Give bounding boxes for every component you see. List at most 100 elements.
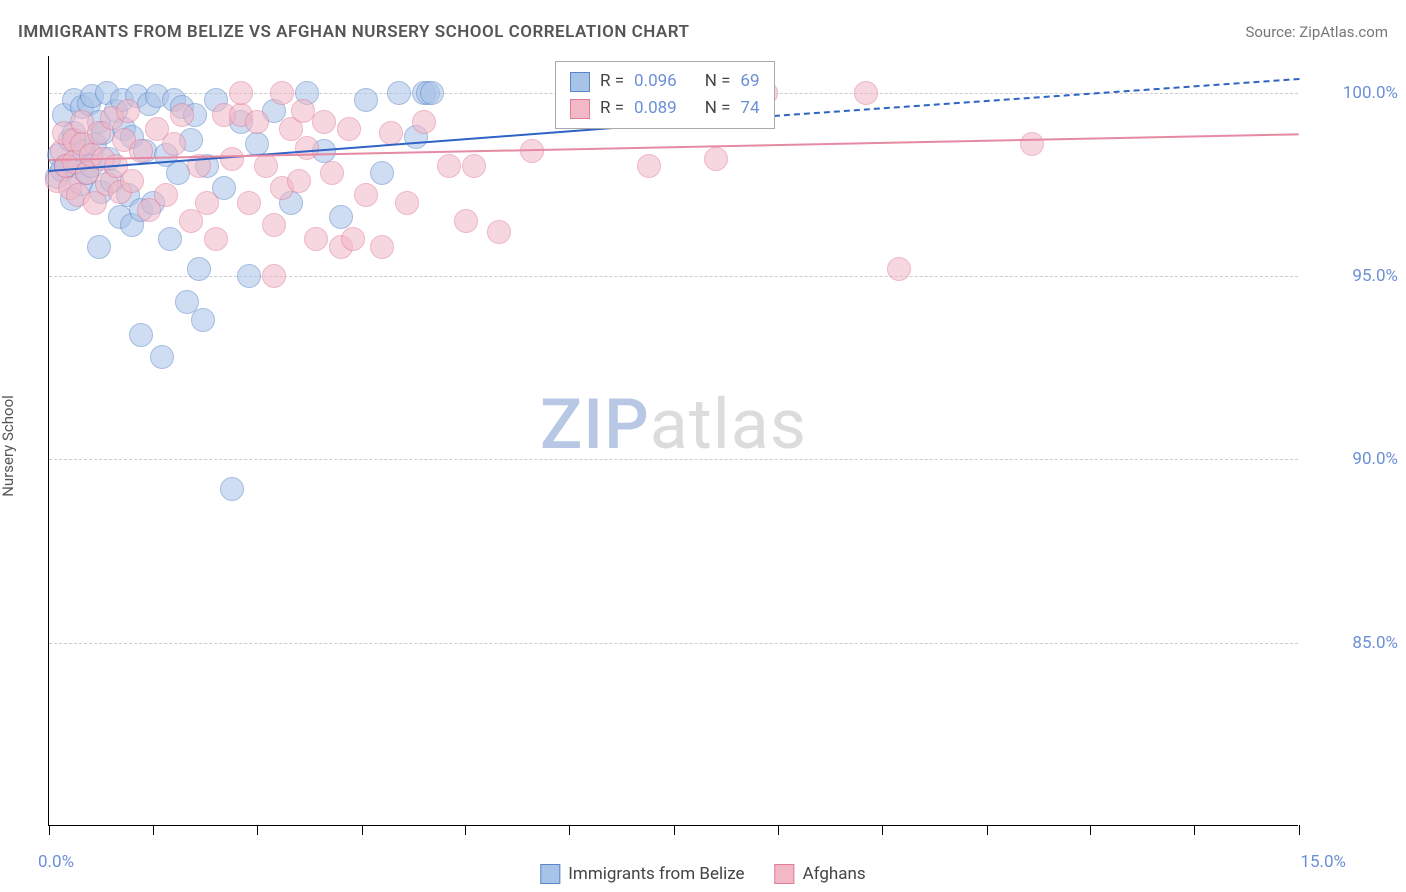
data-point <box>245 110 269 134</box>
data-point <box>437 154 461 178</box>
bottom-legend-item: Immigrants from Belize <box>540 864 744 884</box>
data-point <box>158 227 182 251</box>
data-point <box>245 132 269 156</box>
x-tick <box>257 825 258 835</box>
legend-swatch <box>570 99 590 119</box>
data-point <box>129 139 153 163</box>
x-tick <box>1299 825 1300 835</box>
data-point <box>854 81 878 105</box>
data-point <box>87 235 111 259</box>
stats-legend: R = 0.096 N = 69 R = 0.089 N = 74 <box>555 61 775 129</box>
legend-n-value: 69 <box>740 68 759 95</box>
x-tick <box>153 825 154 835</box>
data-point <box>191 308 215 332</box>
data-point <box>237 191 261 215</box>
legend-swatch <box>570 72 590 92</box>
data-point <box>337 117 361 141</box>
y-tick-label: 90.0% <box>1308 449 1398 469</box>
data-point <box>420 81 444 105</box>
legend-r-label: R = <box>600 68 624 95</box>
data-point <box>304 227 328 251</box>
legend-swatch <box>775 864 795 884</box>
x-axis-end-label: 15.0% <box>1300 852 1346 872</box>
data-point <box>520 139 544 163</box>
data-point <box>254 154 278 178</box>
bottom-legend-item: Afghans <box>775 864 866 884</box>
data-point <box>170 103 194 127</box>
grid-line <box>49 459 1298 460</box>
x-tick <box>49 825 50 835</box>
x-tick <box>569 825 570 835</box>
legend-r-label: R = <box>600 95 624 122</box>
data-point <box>395 191 419 215</box>
data-point <box>412 110 436 134</box>
data-point <box>341 227 365 251</box>
legend-row: R = 0.089 N = 74 <box>570 95 760 122</box>
x-tick <box>465 825 466 835</box>
bottom-legend-label: Afghans <box>803 864 866 884</box>
legend-row: R = 0.096 N = 69 <box>570 68 760 95</box>
x-axis-start-label: 0.0% <box>38 852 74 872</box>
data-point <box>312 110 336 134</box>
data-point <box>187 257 211 281</box>
data-point <box>637 154 661 178</box>
data-point <box>370 235 394 259</box>
data-point <box>295 136 319 160</box>
chart-title: IMMIGRANTS FROM BELIZE VS AFGHAN NURSERY… <box>18 22 689 42</box>
y-tick-label: 100.0% <box>1308 83 1398 103</box>
data-point <box>370 161 394 185</box>
data-point <box>120 169 144 193</box>
data-point <box>129 323 153 347</box>
data-point <box>262 264 286 288</box>
data-point <box>162 132 186 156</box>
legend-swatch <box>540 864 560 884</box>
data-point <box>270 81 294 105</box>
watermark-zip: ZIP <box>540 384 650 466</box>
data-point <box>229 81 253 105</box>
data-point <box>354 88 378 112</box>
legend-n-value: 74 <box>740 95 759 122</box>
data-point <box>154 183 178 207</box>
data-point <box>262 213 286 237</box>
y-axis-label: Nursery School <box>0 395 17 497</box>
data-point <box>220 477 244 501</box>
grid-line <box>49 643 1298 644</box>
data-point <box>179 209 203 233</box>
legend-r-value: 0.089 <box>634 95 677 122</box>
data-point <box>387 81 411 105</box>
legend-r-value: 0.096 <box>634 68 677 95</box>
bottom-legend: Immigrants from Belize Afghans <box>540 864 865 884</box>
data-point <box>204 227 228 251</box>
data-point <box>454 209 478 233</box>
watermark: ZIPatlas <box>540 384 807 466</box>
x-tick <box>362 825 363 835</box>
bottom-legend-label: Immigrants from Belize <box>568 864 744 884</box>
data-point <box>354 183 378 207</box>
data-point <box>462 154 486 178</box>
y-tick-label: 85.0% <box>1308 633 1398 653</box>
data-point <box>887 257 911 281</box>
data-point <box>287 169 311 193</box>
x-tick <box>987 825 988 835</box>
data-point <box>320 161 344 185</box>
data-point <box>704 147 728 171</box>
legend-n-label: N = <box>705 95 731 122</box>
data-point <box>237 264 261 288</box>
x-tick <box>1194 825 1195 835</box>
data-point <box>150 345 174 369</box>
source-label: Source: ZipAtlas.com <box>1245 23 1388 41</box>
x-tick <box>1090 825 1091 835</box>
data-point <box>379 121 403 145</box>
x-tick <box>674 825 675 835</box>
data-point <box>116 99 140 123</box>
x-tick <box>882 825 883 835</box>
plot-area: ZIPatlas 85.0%90.0%95.0%100.0% <box>48 56 1298 826</box>
data-point <box>329 205 353 229</box>
data-point <box>1020 132 1044 156</box>
legend-n-label: N = <box>705 68 731 95</box>
y-tick-label: 95.0% <box>1308 266 1398 286</box>
x-tick <box>778 825 779 835</box>
data-point <box>487 220 511 244</box>
watermark-atlas: atlas <box>650 384 807 466</box>
data-point <box>195 191 219 215</box>
